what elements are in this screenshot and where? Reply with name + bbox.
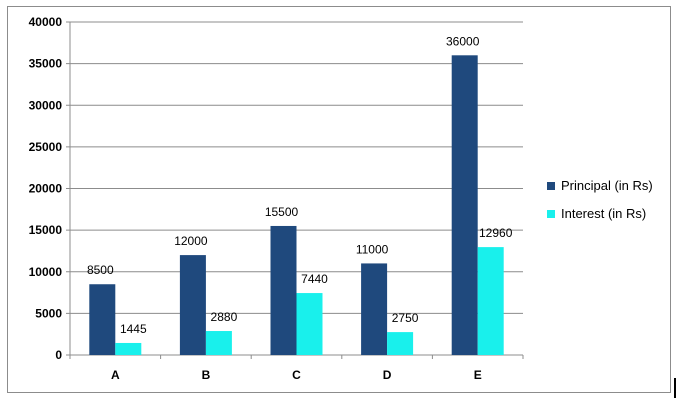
x-tick-label: C bbox=[292, 368, 301, 382]
y-tick-label: 30000 bbox=[29, 98, 63, 112]
legend: Principal (in Rs) Interest (in Rs) bbox=[547, 178, 653, 221]
bar bbox=[270, 225, 297, 355]
x-tick-label: A bbox=[111, 368, 120, 382]
data-label: 1445 bbox=[120, 322, 147, 336]
bar bbox=[179, 255, 206, 355]
data-label: 12000 bbox=[174, 234, 208, 248]
bar bbox=[89, 284, 116, 355]
data-label: 11000 bbox=[356, 242, 389, 256]
data-label: 8500 bbox=[87, 263, 114, 277]
chart-frame bbox=[7, 6, 671, 393]
bar bbox=[451, 55, 478, 356]
bar bbox=[205, 331, 232, 355]
data-label: 7440 bbox=[301, 272, 328, 286]
bar bbox=[115, 342, 142, 355]
tick-labels: 0 5000 10000 15000 20000 25000 30000 35000 40000… bbox=[29, 15, 482, 382]
legend-swatch bbox=[547, 210, 555, 218]
y-tick-label: 40000 bbox=[29, 15, 63, 29]
bar bbox=[387, 332, 414, 355]
legend-swatch bbox=[547, 182, 555, 190]
text-cursor bbox=[674, 378, 676, 398]
data-label: 2750 bbox=[392, 311, 419, 325]
bar bbox=[361, 263, 388, 355]
y-tick-label: 0 bbox=[55, 348, 62, 362]
data-label: 36000 bbox=[446, 34, 480, 48]
y-tick-label: 20000 bbox=[29, 182, 63, 196]
data-label: 12960 bbox=[479, 226, 513, 240]
y-tick-label: 15000 bbox=[29, 223, 63, 237]
x-tick-label: E bbox=[474, 368, 482, 382]
y-tick-label: 25000 bbox=[29, 140, 63, 154]
bar bbox=[477, 247, 504, 355]
legend-label: Interest (in Rs) bbox=[561, 206, 646, 221]
data-label: 15500 bbox=[265, 205, 299, 219]
bar bbox=[296, 293, 323, 355]
x-tick-label: D bbox=[383, 368, 392, 382]
bars bbox=[89, 55, 504, 356]
gridlines bbox=[70, 21, 523, 314]
data-labels: 8500 1445 12000 2880 15500 7440 11000 2750 36000… bbox=[87, 34, 513, 336]
data-label: 2880 bbox=[211, 310, 238, 324]
x-tick-label: B bbox=[202, 368, 211, 382]
legend-label: Principal (in Rs) bbox=[561, 178, 653, 193]
y-tick-label: 5000 bbox=[35, 306, 62, 320]
y-tick-label: 35000 bbox=[29, 57, 63, 71]
y-tick-label: 10000 bbox=[29, 265, 63, 279]
